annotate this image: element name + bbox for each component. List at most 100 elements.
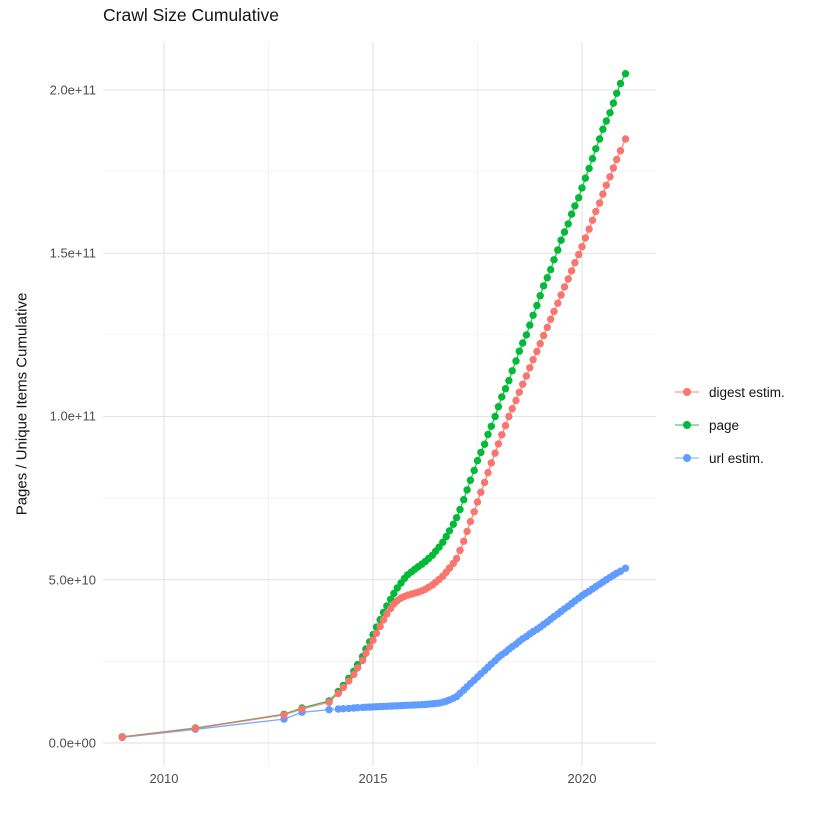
data-point-page <box>484 430 492 439</box>
data-point-page <box>529 311 537 319</box>
data-point-page <box>613 89 621 98</box>
data-point-page <box>567 210 576 218</box>
data-point-digest-estim <box>515 388 523 396</box>
data-point-page <box>466 476 475 484</box>
data-point-page <box>522 331 531 339</box>
data-point-page <box>519 339 527 347</box>
data-point-page <box>445 527 454 535</box>
y-axis-tick-label: 1.5e+11 <box>49 245 96 261</box>
data-point-page <box>602 117 610 125</box>
chart-title: Crawl Size Cumulative <box>103 5 280 25</box>
legend-key-point <box>683 421 691 429</box>
data-point-digest-estim <box>325 698 333 706</box>
data-point-page <box>470 466 478 475</box>
data-point-digest-estim <box>456 546 464 555</box>
data-point-digest-estim <box>452 554 461 563</box>
data-point-page <box>599 125 607 133</box>
data-point-digest-estim <box>595 199 604 207</box>
legend-item-digest-estim: digest estim. <box>674 383 785 401</box>
data-point-digest-estim <box>557 291 565 299</box>
y-axis-tick-label: 0.0e+00 <box>48 735 96 751</box>
data-point-digest-estim <box>616 147 625 155</box>
y-axis-tick-label: 2.0e+11 <box>49 82 96 98</box>
data-point-digest-estim <box>536 340 544 348</box>
data-point-digest-estim <box>581 234 590 242</box>
data-point-digest-estim <box>460 537 468 545</box>
data-point-digest-estim <box>602 181 610 189</box>
data-point-digest-estim <box>491 449 499 457</box>
legend-key-icon <box>675 421 699 429</box>
data-point-page <box>543 274 551 282</box>
x-axis-tick-label: 2020 <box>567 771 597 786</box>
data-point-digest-estim <box>578 243 586 251</box>
data-point-page <box>480 440 489 448</box>
legend-label: digest estim. <box>709 384 785 400</box>
y-axis-tick-label: 1.0e+11 <box>49 408 96 424</box>
data-point-page <box>501 385 510 393</box>
data-point-digest-estim <box>606 173 614 181</box>
legend-key-point <box>683 388 691 396</box>
legend-key-icon <box>675 454 699 462</box>
data-point-page <box>505 376 513 385</box>
data-point-page <box>463 486 471 494</box>
data-point-digest-estim <box>470 508 478 516</box>
data-point-page <box>550 256 558 264</box>
data-point-page <box>477 448 485 457</box>
data-point-page <box>498 393 506 401</box>
data-point-page <box>557 236 565 244</box>
data-point-digest-estim <box>564 275 572 283</box>
data-point-page <box>439 538 447 546</box>
data-point-page <box>442 532 450 541</box>
data-point-page <box>515 347 523 355</box>
data-point-page <box>460 496 468 504</box>
data-point-page <box>487 422 495 430</box>
data-point-digest-estim <box>366 643 374 651</box>
data-point-digest-estim <box>372 629 381 637</box>
data-point-page <box>508 367 516 375</box>
data-point-digest-estim <box>280 711 288 719</box>
data-point-digest-estim <box>487 459 495 467</box>
data-point-digest-estim <box>334 689 342 698</box>
data-point-digest-estim <box>613 155 621 164</box>
data-point-digest-estim <box>191 724 200 732</box>
data-point-page <box>491 412 499 421</box>
legend-item-url-estim: url estim. <box>674 449 785 467</box>
data-point-url-estim <box>339 705 347 713</box>
data-point-digest-estim <box>547 315 555 323</box>
data-point-page <box>621 70 630 78</box>
data-point-page <box>575 194 583 202</box>
data-point-digest-estim <box>526 364 534 372</box>
data-point-digest-estim <box>376 622 384 631</box>
data-point-page <box>571 202 579 210</box>
data-point-page <box>564 220 572 228</box>
data-point-page <box>554 246 562 254</box>
data-point-url-estim <box>621 564 630 572</box>
data-point-digest-estim <box>512 396 520 405</box>
data-point-digest-estim <box>554 299 562 307</box>
legend-label: page <box>709 417 740 433</box>
data-point-digest-estim <box>484 468 492 477</box>
data-point-digest-estim <box>529 356 537 364</box>
data-point-digest-estim <box>345 677 353 685</box>
data-point-digest-estim <box>571 259 579 267</box>
data-point-digest-estim <box>599 190 607 198</box>
data-point-page <box>512 357 520 365</box>
series-line-url-estim <box>122 567 626 739</box>
data-point-digest-estim <box>362 649 370 657</box>
data-point-page <box>609 99 618 107</box>
data-point-digest-estim <box>118 733 126 741</box>
data-point-page <box>449 520 457 528</box>
data-point-digest-estim <box>505 412 513 421</box>
data-point-digest-estim <box>585 225 593 233</box>
data-point-digest-estim <box>522 372 531 380</box>
data-point-page <box>547 265 555 274</box>
legend: digest estim. page url estim. <box>674 383 785 467</box>
y-axis-tick-label: 5.0e+10 <box>48 572 96 588</box>
data-point-page <box>452 514 461 522</box>
data-point-digest-estim <box>350 670 358 679</box>
data-point-page <box>494 403 503 411</box>
data-point-digest-estim <box>463 527 471 536</box>
legend-key-point <box>683 454 691 462</box>
